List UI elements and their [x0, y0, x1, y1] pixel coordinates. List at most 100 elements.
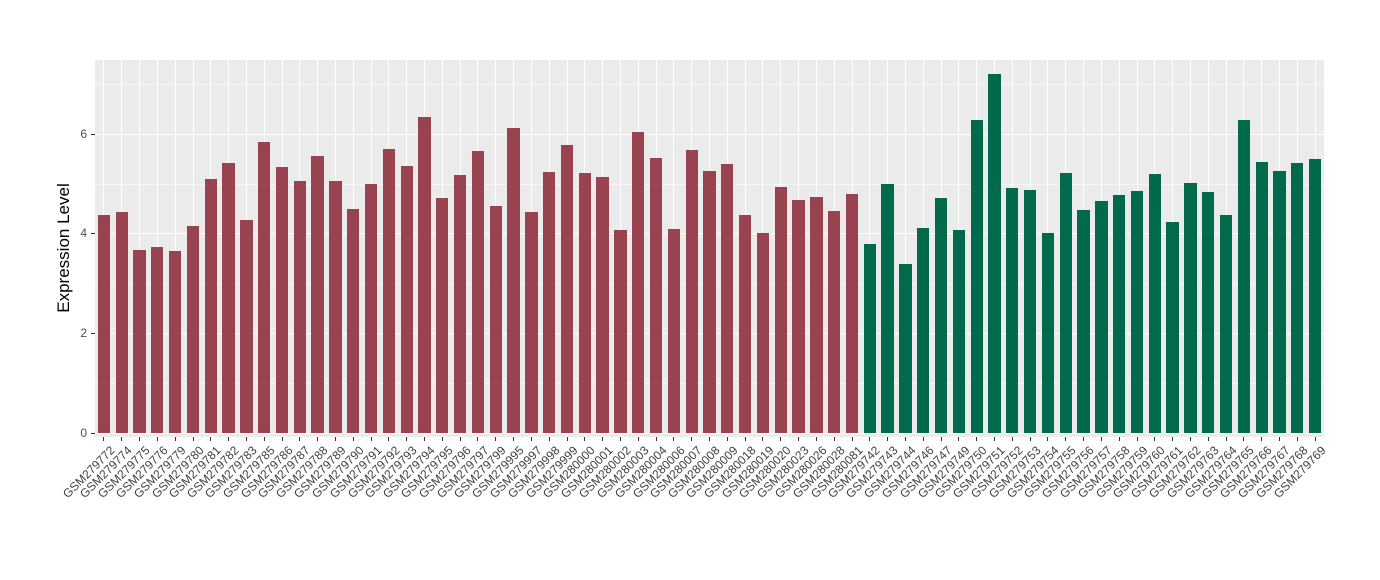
bar-GSM279763	[1202, 192, 1215, 433]
y-tick-mark	[91, 233, 95, 235]
gridline-minor	[95, 83, 1324, 85]
x-tick-mark	[513, 437, 515, 441]
bar-GSM279762	[1184, 183, 1197, 433]
x-tick-mark	[584, 437, 586, 441]
x-tick-mark	[317, 437, 319, 441]
bar-GSM279787	[293, 180, 306, 433]
bar-GSM279789	[329, 180, 342, 433]
bar-GSM279764	[1219, 214, 1233, 433]
bar-GSM280026	[810, 197, 823, 433]
bar-GSM279788	[311, 156, 324, 433]
x-tick-mark	[602, 437, 604, 441]
bar-GSM279995	[507, 128, 520, 433]
x-tick-mark	[245, 437, 247, 441]
bar-GSM279744	[899, 263, 912, 433]
x-tick-mark	[281, 437, 283, 441]
bar-GSM279774	[115, 212, 128, 433]
x-tick-mark	[388, 437, 390, 441]
bar-GSM279796	[453, 175, 467, 433]
bar-GSM280019	[756, 232, 770, 433]
x-tick-mark	[1136, 437, 1138, 441]
bar-GSM279761	[1166, 221, 1179, 433]
x-tick-mark	[1243, 437, 1245, 441]
bar-GSM279757	[1095, 200, 1108, 433]
x-tick-mark	[922, 437, 924, 441]
x-tick-mark	[815, 437, 817, 441]
x-tick-mark	[709, 437, 710, 441]
x-tick-mark	[940, 437, 942, 441]
y-tick-label: 2	[80, 326, 87, 341]
bar-GSM280003	[632, 132, 645, 433]
x-tick-mark	[637, 437, 639, 441]
bar-GSM279786	[275, 167, 289, 433]
bar-GSM279754	[1041, 232, 1055, 433]
x-tick-mark	[1189, 437, 1191, 441]
x-tick-mark	[192, 437, 194, 441]
x-tick-mark	[744, 437, 746, 441]
bar-GSM279793	[400, 166, 413, 433]
x-tick-mark	[566, 437, 568, 441]
bar-GSM279797	[471, 151, 485, 433]
bar-GSM279775	[133, 250, 146, 433]
bar-GSM279781	[204, 179, 217, 433]
x-tick-mark	[441, 437, 443, 441]
bar-GSM280007	[685, 150, 698, 433]
y-tick-label: 0	[80, 426, 87, 440]
bar-GSM279752	[1006, 187, 1019, 433]
x-tick-mark	[103, 437, 105, 441]
x-tick-mark	[335, 437, 336, 441]
x-tick-mark	[1118, 437, 1120, 441]
bar-GSM280006	[667, 228, 681, 433]
x-tick-mark	[780, 437, 782, 441]
bar-GSM279785	[258, 142, 271, 433]
bar-GSM279756	[1077, 210, 1090, 433]
x-tick-mark	[619, 437, 621, 441]
bar-GSM279760	[1148, 173, 1161, 433]
gridline-vertical	[139, 60, 140, 437]
bar-GSM280018	[738, 215, 752, 433]
bar-GSM279767	[1273, 170, 1286, 433]
y-axis-title: Expression Level	[54, 183, 73, 313]
x-tick-mark	[228, 437, 230, 441]
x-tick-mark	[495, 437, 497, 441]
bar-GSM279742	[863, 243, 876, 433]
x-tick-mark	[406, 437, 408, 441]
y-tick-mark	[91, 133, 95, 135]
x-tick-mark	[530, 437, 532, 441]
bar-GSM279792	[382, 149, 396, 433]
bar-GSM280000	[578, 172, 591, 433]
x-tick-mark	[851, 437, 853, 441]
bar-GSM279794	[418, 116, 431, 433]
x-tick-mark	[1047, 437, 1049, 441]
gridline-major	[95, 133, 1324, 135]
bar-GSM279782	[222, 162, 235, 433]
x-tick-mark	[1225, 437, 1227, 441]
x-tick-mark	[1100, 437, 1102, 441]
bar-GSM279743	[881, 183, 894, 433]
x-tick-mark	[1154, 437, 1156, 441]
bar-GSM279790	[347, 209, 360, 433]
bar-GSM280002	[614, 229, 627, 433]
x-tick-mark	[548, 437, 550, 441]
x-tick-mark	[673, 437, 675, 441]
x-tick-mark	[174, 437, 176, 441]
gridline-major	[95, 433, 1324, 434]
bar-GSM279779	[169, 250, 182, 433]
x-tick-mark	[1207, 437, 1209, 441]
x-tick-mark	[958, 437, 960, 441]
bar-GSM279998	[543, 171, 556, 433]
bar-GSM280023	[792, 200, 805, 433]
x-tick-mark	[904, 437, 906, 441]
x-tick-mark	[1261, 437, 1263, 441]
bar-GSM280028	[828, 210, 841, 433]
bar-GSM280009	[721, 164, 734, 433]
x-tick-mark	[477, 437, 479, 441]
bar-GSM279791	[364, 183, 378, 433]
bar-GSM279997	[525, 211, 538, 433]
x-tick-mark	[263, 437, 265, 441]
x-tick-mark	[887, 437, 889, 441]
bar-GSM279766	[1255, 162, 1268, 433]
x-tick-mark	[1279, 437, 1280, 441]
y-tick-mark	[91, 333, 95, 335]
bar-GSM279753	[1023, 189, 1037, 433]
